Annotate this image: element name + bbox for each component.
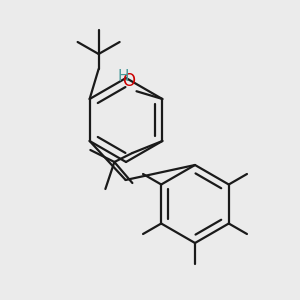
Text: O: O — [122, 72, 135, 90]
Text: H: H — [118, 69, 129, 84]
